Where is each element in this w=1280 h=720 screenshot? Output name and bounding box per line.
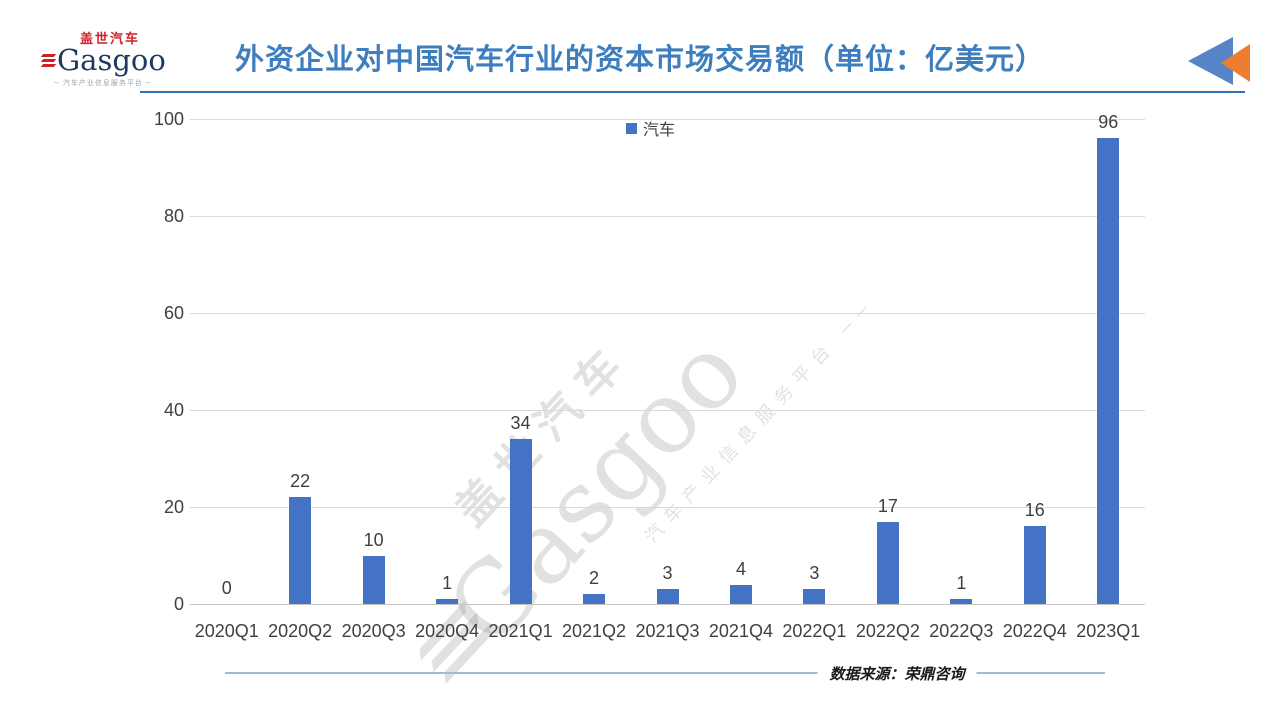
value-label-2022Q1: 3: [809, 563, 820, 584]
y-tick-label-80: 80: [163, 206, 184, 226]
source-divider-line: [225, 672, 1105, 674]
gasgoo-logo: 盖世汽车 Gasgoo ─ 汽车产业信息服务平台 ─: [40, 28, 192, 88]
bar-2021Q1: [509, 439, 532, 604]
value-label-2020Q1: 0: [221, 578, 232, 598]
y-tick-label-0: 0: [173, 594, 184, 614]
x-tick-label-2022Q1: 2022Q1: [782, 621, 847, 641]
y-tick-label-100: 100: [153, 109, 184, 129]
bar-2022Q3: [950, 599, 973, 604]
legend: 汽车: [626, 116, 675, 140]
plot-area: 0 22 10 1 34 2 3 4 3 17 1 16 96: [190, 112, 1145, 605]
legend-label: 汽车: [643, 122, 676, 139]
x-tick-label-2020Q1: 2020Q1: [194, 621, 259, 641]
gridline-100: [190, 118, 1145, 120]
corner-triangle-orange-icon: [1221, 44, 1250, 82]
bar-2022Q1: [803, 589, 826, 604]
value-label-2023Q1: 96: [1098, 112, 1119, 133]
bar-2022Q2: [876, 521, 899, 604]
x-tick-label-2020Q4: 2020Q4: [415, 621, 480, 641]
x-tick-label-2020Q3: 2020Q3: [341, 621, 406, 641]
page-title: 外资企业对中国汽车行业的资本市场交易额（单位：亿美元）: [234, 44, 1046, 76]
value-label-2022Q3: 1: [956, 573, 967, 594]
logo-brand-text: Gasgoo: [57, 43, 166, 77]
x-tick-label-2022Q4: 2022Q4: [1002, 621, 1067, 641]
gridline-60: [190, 312, 1145, 314]
bar-2023Q1: [1097, 138, 1120, 604]
value-label-2020Q3: 10: [363, 529, 384, 550]
bar-2020Q2: [289, 497, 312, 604]
value-label-2021Q1: 34: [510, 413, 531, 434]
logo-cjk-text: 盖世汽车: [80, 31, 141, 46]
y-tick-label-40: 40: [163, 400, 184, 420]
bar-2020Q4: [436, 599, 459, 604]
legend-swatch: [626, 122, 637, 134]
x-tick-label-2020Q2: 2020Q2: [268, 621, 333, 641]
x-tick-label-2022Q2: 2022Q2: [855, 621, 920, 641]
logo-stripes-icon: [40, 52, 57, 69]
bar-2022Q4: [1023, 526, 1046, 604]
value-label-2022Q2: 17: [877, 495, 898, 516]
value-label-2021Q4: 4: [735, 558, 746, 579]
value-label-2022Q4: 16: [1024, 500, 1045, 521]
value-label-2021Q3: 3: [662, 563, 673, 584]
logo-tagline: ─ 汽车产业信息服务平台 ─: [54, 80, 152, 87]
bar-2021Q2: [583, 594, 606, 604]
bar-2020Q3: [362, 555, 385, 604]
y-tick-label-20: 20: [163, 497, 184, 517]
value-label-2020Q4: 1: [442, 573, 453, 594]
x-tick-label-2021Q3: 2021Q3: [635, 621, 700, 641]
value-label-2020Q2: 22: [290, 471, 311, 492]
gridline-40: [190, 409, 1145, 411]
value-label-2021Q2: 2: [589, 568, 600, 589]
y-tick-label-60: 60: [163, 303, 184, 323]
bar-2021Q4: [729, 584, 752, 604]
x-tick-label-2021Q2: 2021Q2: [561, 621, 627, 641]
gridline-0: [190, 603, 1145, 605]
x-tick-label-2022Q3: 2022Q3: [929, 621, 994, 641]
x-tick-label-2023Q1: 2023Q1: [1076, 621, 1141, 641]
gridline-20: [190, 506, 1145, 508]
title-underline: [140, 91, 1245, 93]
x-tick-label-2021Q1: 2021Q1: [488, 621, 553, 641]
bar-2021Q3: [656, 589, 679, 604]
data-source: 数据来源：荣鼎咨询: [817, 663, 977, 684]
x-tick-label-2021Q4: 2021Q4: [708, 621, 773, 641]
gridline-80: [190, 215, 1145, 217]
